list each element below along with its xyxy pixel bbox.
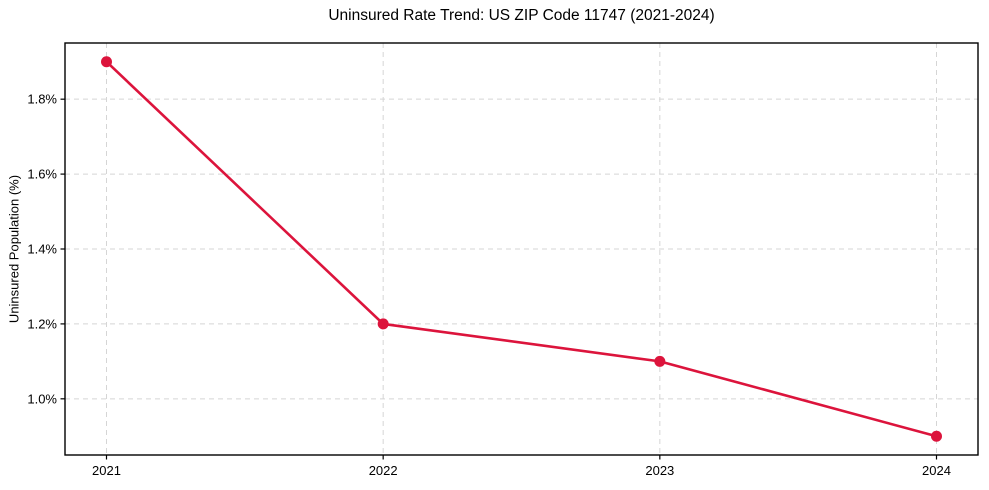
data-point-2022 xyxy=(377,318,389,330)
y-tick-label: 1.0% xyxy=(27,391,57,406)
y-tick-label: 1.4% xyxy=(27,242,57,257)
x-tick-label: 2024 xyxy=(922,463,951,478)
chart-title: Uninsured Rate Trend: US ZIP Code 11747 … xyxy=(328,7,715,24)
data-point-2023 xyxy=(654,355,666,367)
x-tick-label: 2023 xyxy=(645,463,674,478)
data-point-2021 xyxy=(101,56,112,68)
y-tick-label: 1.2% xyxy=(27,316,57,331)
x-tick-label: 2021 xyxy=(92,463,121,478)
y-tick-label: 1.8% xyxy=(27,92,57,107)
data-point-2024 xyxy=(931,430,942,442)
trend-line xyxy=(105,60,938,438)
plot-border xyxy=(64,42,979,456)
x-tick-label: 2022 xyxy=(369,463,398,478)
y-tick-label: 1.6% xyxy=(27,167,57,182)
